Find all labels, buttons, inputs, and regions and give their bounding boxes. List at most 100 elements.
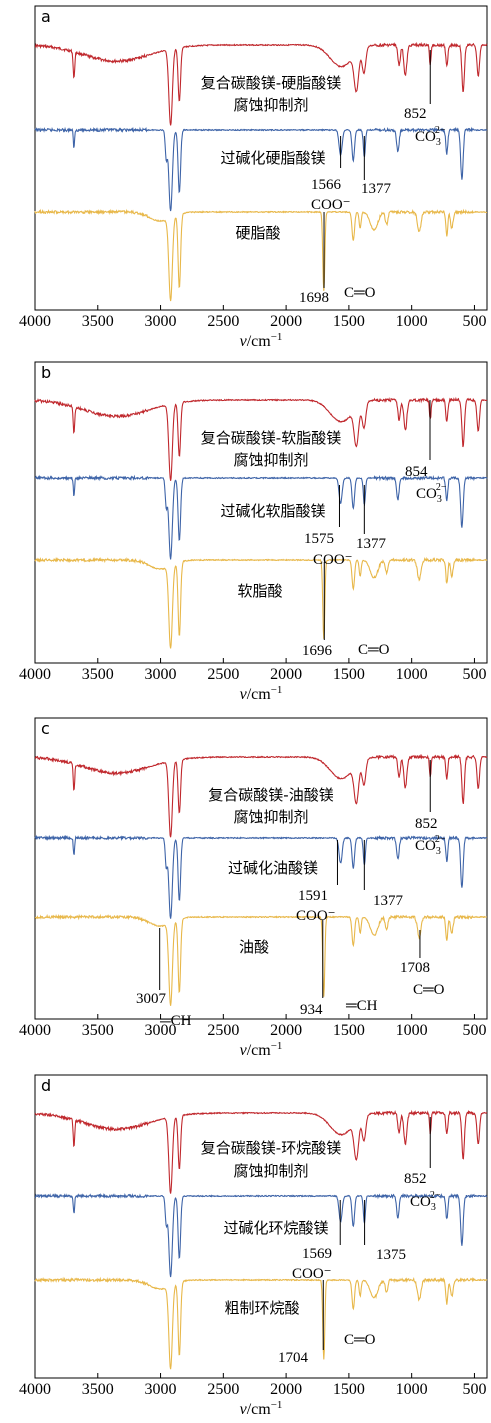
series-label: 过碱化油酸镁	[228, 859, 318, 877]
x-tick-label: 3000	[145, 666, 177, 683]
x-tick-label: 1000	[396, 666, 428, 683]
peak-annotation: 1377	[373, 893, 404, 909]
x-tick-label: 2500	[207, 1381, 239, 1398]
x-tick-label: 1000	[396, 1022, 428, 1039]
peak-annotation: COO⁻	[292, 1266, 332, 1282]
series-line-2	[34, 1192, 488, 1278]
x-tick-label: 500	[462, 1022, 486, 1039]
series-label: 油酸	[239, 938, 269, 956]
peak-annotation: C═O	[413, 982, 445, 998]
x-tick-label: 1500	[333, 1022, 365, 1039]
series-label: 硬脂酸	[235, 224, 280, 242]
series-label: 过碱化环烷酸镁	[223, 1219, 328, 1237]
x-tick-label: 2500	[207, 666, 239, 683]
peak-annotation: 1708	[400, 960, 430, 976]
x-tick-label: 3000	[145, 1022, 177, 1039]
x-axis-title: v/cm−1	[240, 331, 283, 350]
series-label: 复合碳酸镁-硬脂酸镁	[201, 74, 341, 92]
peak-annotation: 1375	[376, 1247, 406, 1263]
panel-letter: d	[41, 1076, 51, 1095]
series-label-line2: 腐蚀抑制剂	[233, 451, 308, 469]
series-line-3	[34, 1276, 488, 1370]
peak-annotation: 1569	[302, 1246, 332, 1262]
x-tick-label: 3500	[82, 1022, 114, 1039]
x-tick-label: 2000	[270, 1022, 302, 1039]
peak-annotation: 1377	[356, 536, 387, 552]
series-line-2	[34, 834, 488, 919]
x-tick-label: 3000	[145, 1381, 177, 1398]
x-tick-label: 1500	[333, 313, 365, 330]
series-line-1	[34, 41, 488, 126]
x-tick-label: 2000	[270, 313, 302, 330]
x-tick-label: 4000	[19, 666, 51, 683]
x-tick-label: 500	[462, 666, 486, 683]
series-label: 粗制环烷酸	[224, 1299, 299, 1317]
peak-annotation: 1698	[299, 290, 329, 306]
series-line-3	[34, 208, 487, 302]
x-tick-label: 500	[462, 313, 486, 330]
peak-annotation: C═O	[344, 1332, 376, 1348]
peak-annotation: C═O	[344, 285, 376, 301]
peak-annotation: 3007	[136, 991, 167, 1007]
series-line-1	[34, 1109, 488, 1194]
x-tick-label: 3500	[82, 666, 114, 683]
peak-annotation: 1704	[278, 1350, 309, 1366]
peak-annotation: 1377	[361, 181, 392, 197]
peak-annotation: 1591	[298, 888, 328, 904]
series-label: 过碱化硬脂酸镁	[220, 149, 325, 167]
series-line-1	[34, 753, 488, 838]
peak-annotation: 934	[300, 1002, 323, 1018]
x-tick-label: 1000	[396, 1381, 428, 1398]
plot-frame	[34, 1074, 488, 1379]
x-tick-label: 2000	[270, 1381, 302, 1398]
peak-annotation: ═CH	[345, 998, 378, 1014]
peak-annotation: CO32−	[416, 482, 447, 505]
peak-annotation: COO⁻	[296, 908, 336, 924]
peak-annotation: 852	[415, 816, 438, 832]
peak-annotation: COO⁻	[311, 197, 351, 213]
series-line-3	[34, 913, 487, 1006]
series-label-line2: 腐蚀抑制剂	[233, 808, 308, 826]
plot-frame	[34, 5, 488, 311]
peak-annotation: CO32−	[410, 1190, 441, 1213]
peak-annotation: COO⁻	[313, 552, 353, 568]
x-tick-label: 3000	[145, 313, 177, 330]
x-tick-label: 2000	[270, 666, 302, 683]
peak-annotation: 854	[405, 464, 428, 480]
series-line-3	[34, 556, 488, 649]
series-label: 过碱化软脂酸镁	[220, 502, 325, 520]
peak-annotation: 1696	[302, 643, 333, 659]
series-label: 复合碳酸镁-油酸镁	[208, 786, 333, 804]
peak-annotation: 1566	[311, 177, 342, 193]
peak-annotation: CO32−	[415, 834, 446, 857]
peak-annotation: C═O	[358, 642, 390, 658]
x-tick-label: 2500	[207, 313, 239, 330]
x-axis-title: v/cm−1	[240, 1040, 283, 1059]
peak-annotation: 852	[404, 106, 427, 122]
series-label: 复合碳酸镁-软脂酸镁	[201, 429, 341, 447]
series-line-1	[34, 396, 488, 481]
x-tick-label: 500	[462, 1381, 486, 1398]
x-axis-title: v/cm−1	[240, 1399, 283, 1418]
x-tick-label: 4000	[19, 1381, 51, 1398]
peak-annotation: ═CH	[159, 1013, 192, 1029]
x-axis-title: v/cm−1	[240, 684, 283, 703]
series-line-2	[34, 126, 488, 212]
panel-letter: c	[41, 719, 50, 738]
x-tick-label: 1500	[333, 1381, 365, 1398]
series-line-2	[35, 474, 488, 560]
peak-annotation: 1575	[304, 531, 334, 547]
x-tick-label: 1500	[333, 666, 365, 683]
x-tick-label: 4000	[19, 313, 51, 330]
series-label: 复合碳酸镁-环烷酸镁	[201, 1139, 341, 1157]
series-label-line2: 腐蚀抑制剂	[233, 96, 308, 114]
x-tick-label: 4000	[19, 1022, 51, 1039]
plot-frame	[34, 717, 488, 1020]
series-label: 软脂酸	[237, 582, 282, 600]
plot-frame	[34, 361, 488, 664]
panel-letter: a	[41, 7, 51, 26]
